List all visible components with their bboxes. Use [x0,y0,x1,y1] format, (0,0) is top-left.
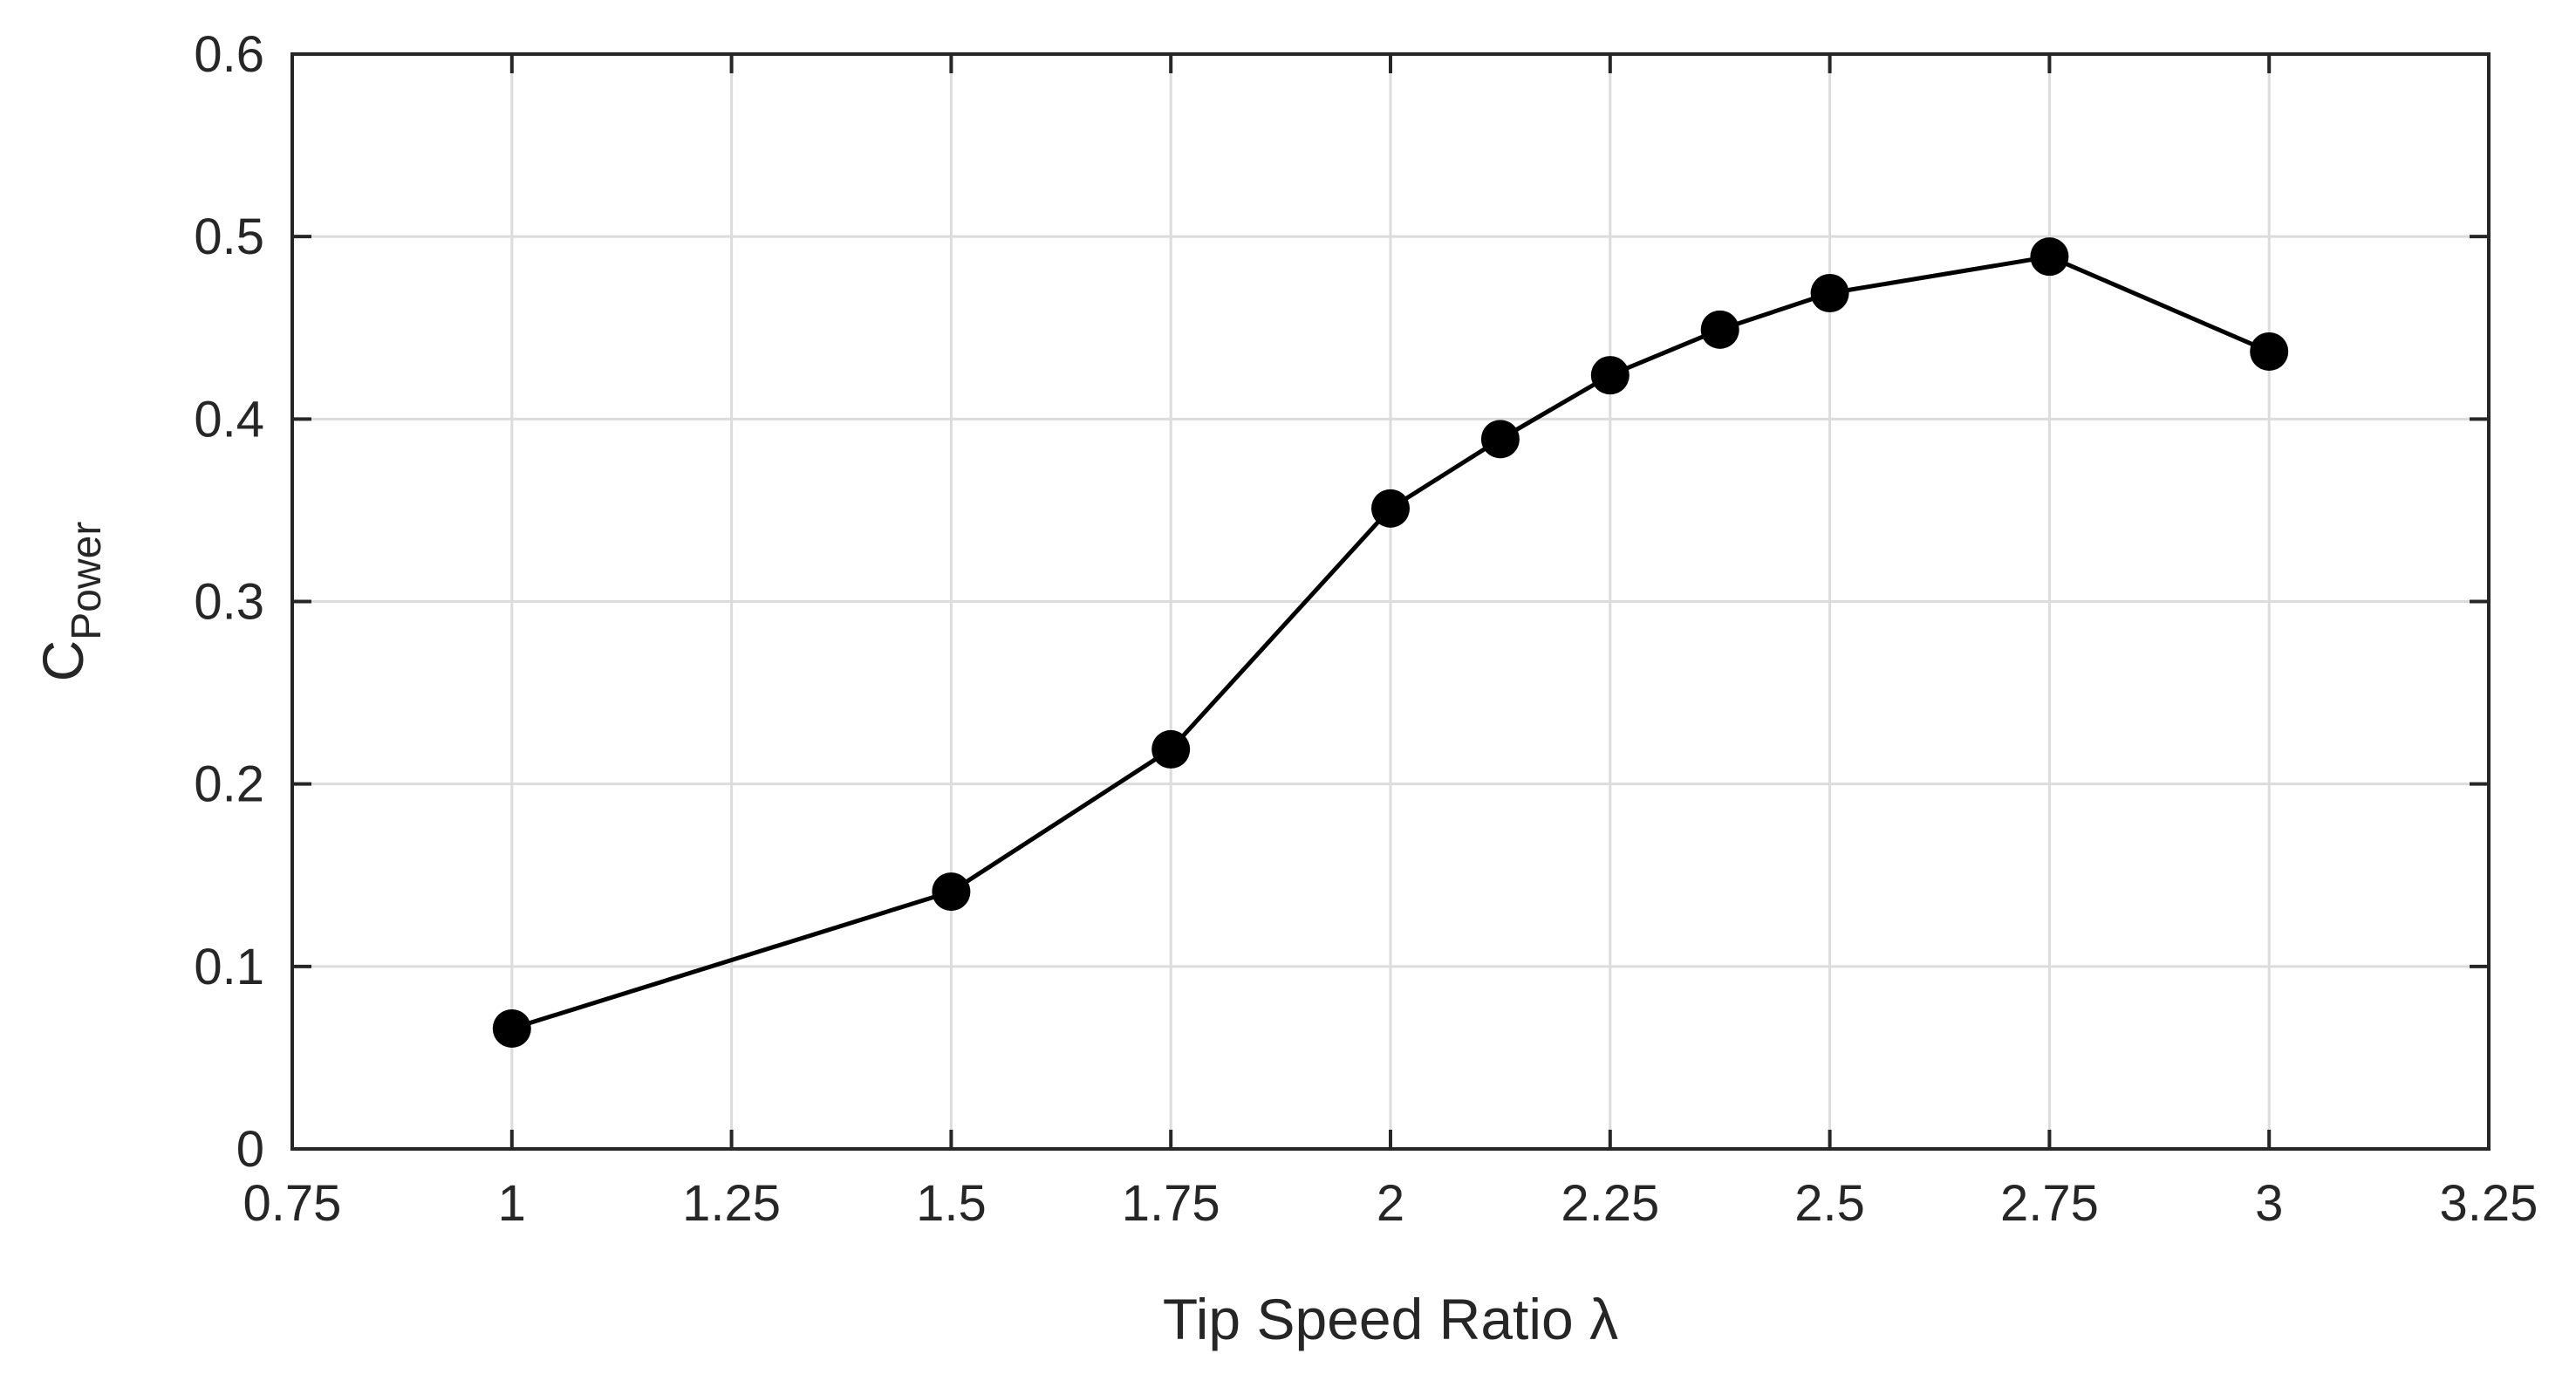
x-tick-label: 2 [1377,1175,1404,1232]
data-point-marker [492,1008,531,1048]
data-point-marker [932,872,971,912]
y-tick-label: 0 [236,1121,264,1178]
data-point-marker [2250,332,2289,371]
y-axis-tick-labels: 0 0.1 0.2 0.3 0.4 0.5 0.6 [194,26,264,1178]
x-tick-label: 3 [2255,1175,2283,1232]
x-tick-label: 2.25 [1561,1175,1659,1232]
x-tick-label: 1.75 [1122,1175,1220,1232]
data-point-marker [1151,729,1191,769]
y-tick-label: 0.4 [194,391,264,448]
data-point-marker [1480,420,1520,459]
series-line [511,254,2271,1031]
x-tick-label: 0.75 [243,1175,342,1232]
y-tick-label: 0.6 [194,26,264,83]
axis-ticks [290,52,2491,1151]
x-axis-title: Tip Speed Ratio λ [1163,1287,1618,1351]
x-tick-label: 1 [498,1175,526,1232]
data-point-marker [1371,489,1410,528]
data-point-marker [1810,274,1849,313]
x-tick-label: 2.75 [2000,1175,2099,1232]
data-point-marker [2030,237,2069,277]
x-tick-label: 1.5 [916,1175,987,1232]
y-axis-title-subscript: Power [64,522,110,640]
y-axis-title-main: C [31,640,95,682]
x-tick-label: 1.25 [682,1175,781,1232]
y-axis-title: CPower [31,522,110,682]
y-tick-label: 0.1 [194,939,264,995]
x-tick-label: 2.5 [1794,1175,1865,1232]
y-tick-label: 0.2 [194,756,264,813]
y-tick-label: 0.5 [194,208,264,265]
data-point-marker [1700,310,1739,349]
data-point-marker [1590,356,1630,395]
data-series [492,237,2289,1048]
x-tick-label: 3.25 [2440,1175,2538,1232]
x-axis-tick-labels: 0.75 1 1.25 1.5 1.75 2 2.25 2.5 2.75 3 3.25 [243,1175,2538,1232]
y-tick-label: 0.3 [194,574,264,631]
